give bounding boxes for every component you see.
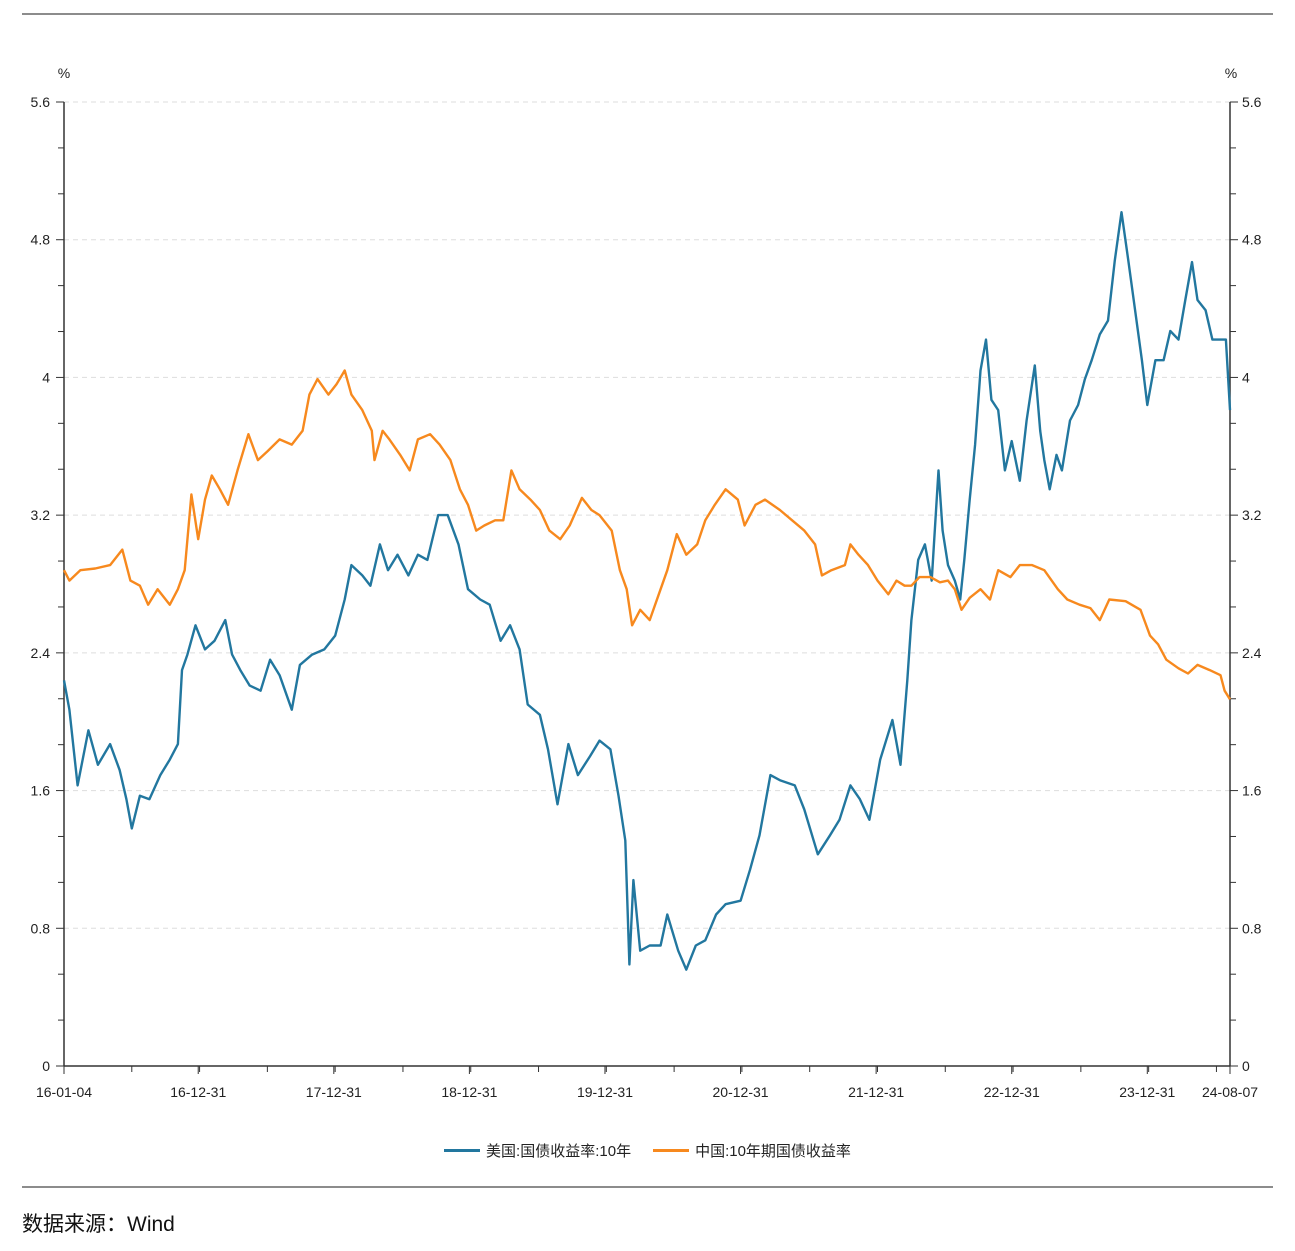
y-tick-label-right: 5.6 bbox=[1242, 94, 1262, 110]
x-tick-label: 23-12-31 bbox=[1119, 1084, 1175, 1100]
y-tick-label-left: 0 bbox=[42, 1058, 50, 1074]
x-tick-label: 17-12-31 bbox=[306, 1084, 362, 1100]
legend-swatch-china bbox=[653, 1149, 690, 1152]
series-line-china-10y bbox=[62, 369, 1232, 700]
legend-swatch-us bbox=[444, 1149, 481, 1152]
right-axis-unit: % bbox=[1225, 65, 1237, 81]
left-axis-unit: % bbox=[58, 65, 70, 81]
y-tick-label-left: 0.8 bbox=[31, 920, 51, 936]
legend-item-china[interactable]: 中国:10年期国债收益率 bbox=[653, 1140, 851, 1161]
legend: 美国:国债收益率:10年 中国:10年期国债收益率 bbox=[0, 1140, 1295, 1161]
gridlines bbox=[64, 101, 1230, 929]
bottom-divider bbox=[22, 1186, 1273, 1188]
y-tick-label-right: 4 bbox=[1242, 369, 1250, 385]
x-tick-label: 22-12-31 bbox=[984, 1084, 1040, 1100]
legend-item-us[interactable]: 美国:国债收益率:10年 bbox=[444, 1140, 631, 1161]
axes: 0 0 0.8 0.8 1.6 1.6 2.4 2.4 3.2 3.2 4 4 4.8 4.8 5.6 5.6… bbox=[31, 94, 1262, 1100]
series-lines bbox=[62, 211, 1232, 971]
legend-label-us: 美国:国债收益率:10年 bbox=[486, 1143, 632, 1160]
y-tick-label-right: 1.6 bbox=[1242, 783, 1262, 799]
y-tick-label-right: 2.4 bbox=[1242, 645, 1262, 661]
series-line-us-10y bbox=[62, 211, 1232, 971]
x-tick-label: 19-12-31 bbox=[577, 1084, 633, 1100]
legend-label-china: 中国:10年期国债收益率 bbox=[695, 1143, 851, 1160]
y-tick-label-right: 0 bbox=[1242, 1058, 1250, 1074]
y-tick-label-left: 1.6 bbox=[31, 783, 51, 799]
top-divider bbox=[22, 13, 1273, 15]
x-tick-label: 18-12-31 bbox=[441, 1084, 497, 1100]
y-tick-label-right: 4.8 bbox=[1242, 232, 1262, 248]
source-note: 数据来源：Wind bbox=[22, 1213, 175, 1236]
y-tick-label-left: 2.4 bbox=[31, 645, 51, 661]
x-tick-label: 16-01-04 bbox=[36, 1084, 92, 1100]
y-tick-label-left: 3.2 bbox=[31, 507, 51, 523]
y-tick-label-left: 4.8 bbox=[31, 232, 51, 248]
y-tick-label-left: 5.6 bbox=[31, 94, 51, 110]
x-tick-label: 20-12-31 bbox=[713, 1084, 769, 1100]
y-tick-label-right: 0.8 bbox=[1242, 920, 1262, 936]
x-tick-label: 16-12-31 bbox=[170, 1084, 226, 1100]
x-tick-label: 24-08-07 bbox=[1202, 1084, 1258, 1100]
x-tick-label: 21-12-31 bbox=[848, 1084, 904, 1100]
y-tick-label-right: 3.2 bbox=[1242, 507, 1262, 523]
y-tick-label-left: 4 bbox=[42, 369, 50, 385]
